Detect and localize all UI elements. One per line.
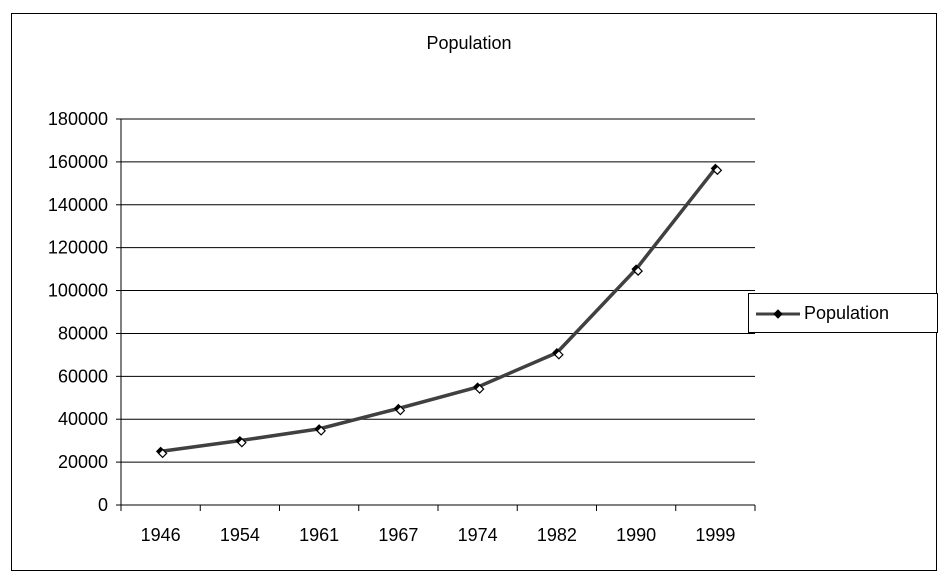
data-point-marker (395, 405, 406, 416)
y-tick-label: 80000 (58, 323, 108, 343)
y-tick-label: 20000 (58, 452, 108, 472)
chart-title: Population (426, 33, 512, 53)
data-point-marker (712, 165, 723, 176)
y-tick-label: 60000 (58, 366, 108, 386)
legend-swatch (756, 309, 800, 319)
x-tick-label: 1974 (458, 525, 498, 545)
data-point-marker (474, 384, 485, 394)
y-tick-label: 0 (98, 495, 108, 515)
y-tick-label: 100000 (48, 281, 108, 301)
chart-area (11, 13, 937, 571)
x-axis-tick-labels: 1946 1954 1961 1967 1974 1982 1990 1999 (141, 525, 736, 545)
data-point-marker (157, 448, 168, 459)
data-point-marker (237, 437, 247, 448)
data-point-marker (554, 349, 564, 360)
axes (116, 118, 756, 511)
data-point-marker (316, 426, 326, 436)
x-tick-label: 1990 (616, 525, 656, 545)
y-tick-label: 140000 (48, 195, 108, 215)
x-tick-label: 1954 (220, 525, 260, 545)
y-tick-label: 40000 (58, 409, 108, 429)
x-tick-label: 1999 (695, 525, 735, 545)
x-tick-label: 1946 (141, 525, 181, 545)
data-point-marker (633, 266, 643, 276)
legend-label-population: Population (804, 303, 890, 323)
x-tick-label: 1967 (378, 525, 418, 545)
series-population (155, 163, 723, 459)
y-tick-label: 180000 (48, 109, 108, 129)
legend: Population (748, 293, 938, 333)
y-tick-label: 120000 (48, 238, 108, 258)
series-line (160, 167, 717, 454)
x-tick-label: 1961 (299, 525, 339, 545)
gridlines (121, 118, 755, 463)
x-tick-label: 1982 (537, 525, 577, 545)
y-axis-tick-labels: 0 20000 40000 60000 80000 100000 120000 140000 1… (48, 109, 108, 515)
y-tick-label: 160000 (48, 152, 108, 172)
